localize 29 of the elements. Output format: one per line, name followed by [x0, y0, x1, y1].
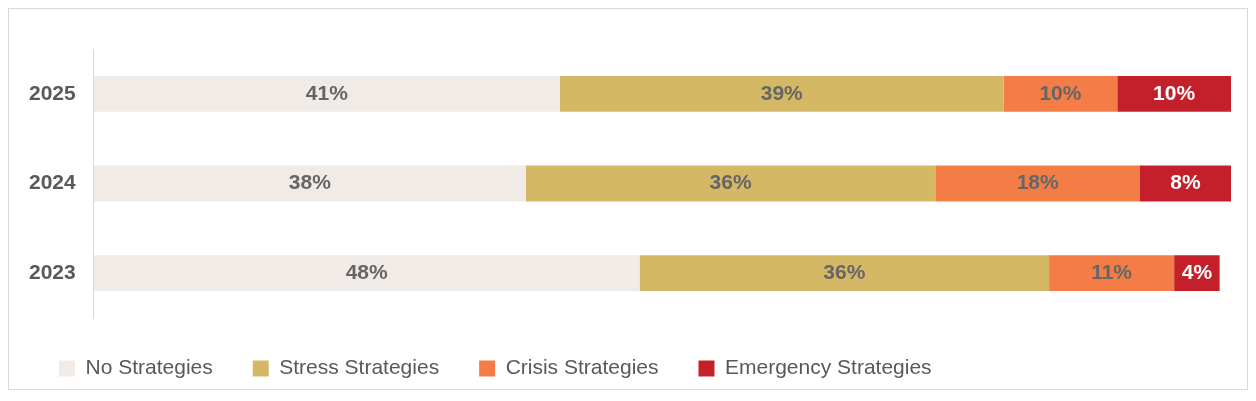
bar: [525, 165, 936, 202]
bar: [93, 165, 526, 202]
legend-label: No Strategies: [85, 355, 213, 379]
data-label: 48%: [345, 259, 389, 283]
bar: [935, 165, 1141, 202]
legend-label: Crisis Strategies: [505, 355, 659, 379]
bar: [93, 75, 560, 112]
bar: [639, 255, 1050, 292]
data-label: 4%: [1181, 259, 1213, 283]
data-label: 39%: [760, 80, 804, 104]
legend-label: Emergency Strategies: [725, 355, 932, 379]
data-label: 38%: [288, 170, 332, 194]
data-label: 36%: [823, 259, 866, 283]
bar: [1003, 75, 1118, 112]
bar: [1117, 75, 1231, 112]
data-label: 10%: [1153, 80, 1196, 104]
y-tick-label: 2023: [29, 259, 76, 283]
data-label: 41%: [305, 80, 349, 104]
bar: [93, 255, 640, 292]
data-label: 8%: [1170, 170, 1202, 194]
bar: [1049, 255, 1175, 292]
legend-label: Stress Strategies: [279, 355, 440, 379]
data-label: 10%: [1039, 80, 1082, 104]
y-tick-label: 2025: [29, 80, 77, 104]
y-tick-label: 2024: [29, 170, 77, 194]
bar: [560, 75, 1004, 112]
data-label: 11%: [1091, 259, 1133, 283]
data-label: 18%: [1016, 170, 1059, 194]
data-label: 36%: [709, 170, 752, 194]
